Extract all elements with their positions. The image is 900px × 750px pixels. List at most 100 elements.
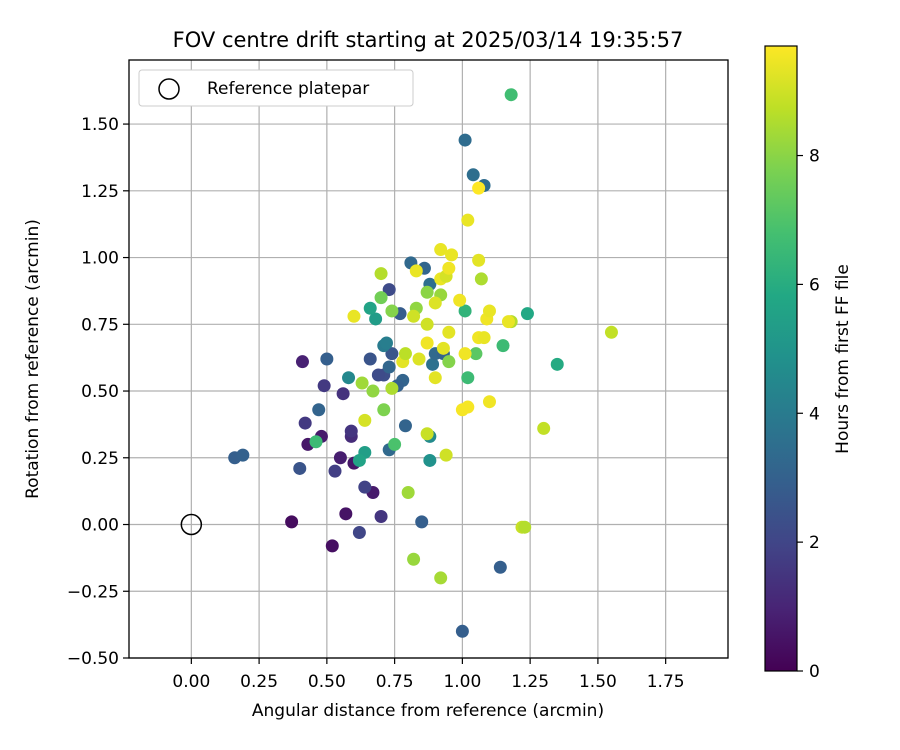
data-point: [293, 461, 307, 475]
data-point: [434, 243, 448, 257]
data-point: [420, 317, 434, 331]
data-point: [420, 427, 434, 441]
data-point: [358, 413, 372, 427]
data-point: [401, 485, 415, 499]
data-point: [493, 560, 507, 574]
data-point: [550, 357, 564, 371]
data-point: [325, 539, 339, 553]
data-point: [458, 304, 472, 318]
x-tick-label: 1.00: [443, 672, 481, 692]
reference-marker: [180, 513, 203, 536]
data-point: [398, 347, 412, 361]
data-point: [442, 325, 456, 339]
data-point: [501, 315, 515, 329]
data-point: [382, 283, 396, 297]
data-point: [366, 384, 380, 398]
data-point: [604, 325, 618, 339]
data-point: [374, 510, 388, 524]
data-point: [428, 371, 442, 385]
data-point: [333, 451, 347, 465]
data-point: [379, 336, 393, 350]
data-point: [458, 133, 472, 147]
data-point: [347, 309, 361, 323]
data-point: [453, 293, 467, 307]
data-point: [377, 403, 391, 417]
data-point: [442, 355, 456, 369]
data-point: [482, 304, 496, 318]
x-tick-label: 0.75: [376, 672, 414, 692]
legend-marker: [158, 78, 180, 100]
data-point: [461, 371, 475, 385]
data-point: [328, 464, 342, 478]
x-tick-label: 1.75: [647, 672, 685, 692]
data-point: [520, 307, 534, 321]
data-point: [472, 253, 486, 267]
x-axis-ticks: 0.00 0.25 0.50 0.75 1.00 1.25 1.50 1.75: [172, 658, 685, 692]
data-point: [428, 296, 442, 310]
legend-box: [138, 69, 414, 107]
data-point: [420, 336, 434, 350]
data-point: [358, 480, 372, 494]
colorbar-label: Hours from first FF file: [833, 264, 853, 454]
data-point: [504, 88, 518, 102]
data-point: [344, 424, 358, 438]
data-point: [407, 309, 421, 323]
data-point: [439, 448, 453, 462]
plot-frame: [128, 59, 729, 659]
data-point: [385, 304, 399, 318]
data-points: [228, 88, 618, 638]
y-tick-label: 0.25: [81, 449, 119, 469]
chart-title: FOV centre drift starting at 2025/03/14 …: [173, 28, 684, 52]
data-point: [472, 181, 486, 195]
data-point: [442, 261, 456, 275]
x-tick-label: 1.50: [579, 672, 617, 692]
y-tick-label: 0.50: [81, 382, 119, 402]
data-point: [537, 421, 551, 435]
y-axis-ticks: 1.50 1.25 1.00 0.75 0.50 0.25 0.00 −0.25 −0.50: [67, 115, 129, 669]
data-point: [466, 168, 480, 182]
data-point: [371, 368, 385, 382]
data-point: [385, 347, 399, 361]
y-axis-title: Rotation from reference (arcmin): [23, 219, 43, 499]
x-tick-label: 0.00: [172, 672, 210, 692]
data-point: [412, 352, 426, 366]
data-point: [363, 301, 377, 315]
y-tick-label: 0.00: [81, 516, 119, 536]
x-tick-label: 0.25: [240, 672, 278, 692]
data-point: [436, 341, 450, 355]
data-point: [434, 571, 448, 585]
data-point: [317, 379, 331, 393]
data-point: [409, 264, 423, 278]
data-point: [518, 520, 532, 534]
data-point: [339, 507, 353, 521]
data-point: [398, 419, 412, 433]
data-point: [309, 435, 323, 449]
data-point: [369, 312, 383, 326]
data-point: [352, 526, 366, 540]
data-point: [420, 285, 434, 299]
colorbar-tick-label: 4: [809, 404, 820, 424]
x-tick-label: 1.25: [511, 672, 549, 692]
y-tick-label: −0.50: [67, 649, 119, 669]
data-point: [426, 357, 440, 371]
x-tick-label: 0.50: [308, 672, 346, 692]
data-point: [320, 352, 334, 366]
data-point: [363, 352, 377, 366]
data-point: [388, 437, 402, 451]
data-point: [474, 272, 488, 286]
data-point: [374, 291, 388, 305]
y-tick-label: 1.50: [81, 115, 119, 135]
data-point: [415, 515, 429, 529]
data-point: [374, 267, 388, 281]
y-tick-label: −0.25: [67, 582, 119, 602]
data-point: [236, 448, 250, 462]
colorbar-ticks: 0 2 4 6 8: [797, 147, 820, 682]
data-point: [385, 381, 399, 395]
data-point: [461, 400, 475, 414]
data-point: [355, 376, 369, 390]
data-point: [423, 453, 437, 467]
data-point: [461, 213, 475, 227]
legend: Reference platepar: [138, 69, 414, 107]
